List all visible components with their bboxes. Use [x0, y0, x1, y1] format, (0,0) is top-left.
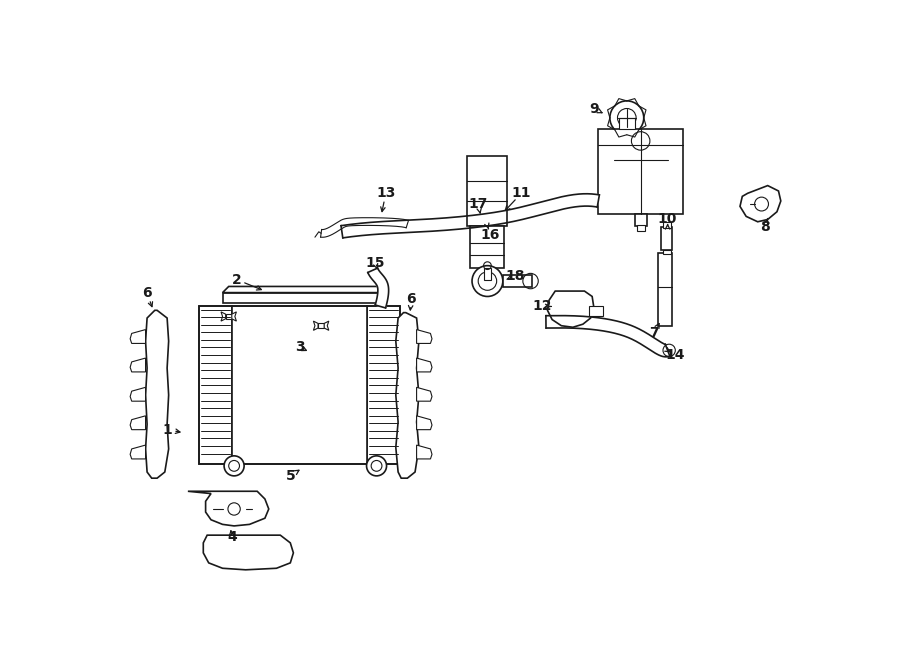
Text: 18: 18 [506, 268, 525, 283]
Polygon shape [417, 330, 432, 344]
Text: 3: 3 [294, 340, 304, 354]
Polygon shape [222, 293, 381, 303]
Text: 6: 6 [407, 292, 416, 306]
Text: 13: 13 [376, 186, 395, 200]
Bar [621, 135, 633, 146]
Bar [318, 323, 324, 328]
Circle shape [224, 456, 244, 476]
Polygon shape [368, 268, 389, 308]
Polygon shape [130, 358, 146, 372]
Bar [232, 307, 367, 464]
Bar [467, 156, 508, 225]
Text: 15: 15 [365, 256, 385, 270]
Text: 9: 9 [589, 102, 598, 116]
Text: 12: 12 [533, 299, 552, 313]
Bar [663, 251, 670, 254]
Text: 5: 5 [285, 469, 295, 483]
Circle shape [610, 101, 644, 135]
Circle shape [478, 272, 497, 290]
Text: 11: 11 [511, 186, 531, 200]
Text: 14: 14 [666, 348, 685, 362]
Polygon shape [130, 330, 146, 344]
Text: 17: 17 [469, 197, 488, 211]
Bar [484, 268, 491, 280]
Bar [590, 307, 603, 316]
Text: 4: 4 [227, 531, 237, 545]
Bar [200, 307, 232, 464]
Polygon shape [130, 416, 146, 430]
Text: 8: 8 [760, 220, 770, 234]
Polygon shape [341, 194, 599, 238]
Polygon shape [146, 310, 168, 478]
Polygon shape [221, 312, 226, 321]
Text: 2: 2 [231, 272, 241, 286]
Polygon shape [396, 313, 418, 478]
Circle shape [632, 132, 650, 150]
Polygon shape [740, 186, 781, 222]
Polygon shape [320, 217, 409, 237]
Circle shape [366, 456, 387, 476]
Text: 1: 1 [162, 422, 172, 437]
Polygon shape [130, 445, 146, 459]
Polygon shape [222, 286, 387, 293]
Bar [663, 222, 670, 228]
Bar [471, 225, 504, 268]
Text: 10: 10 [658, 212, 678, 227]
Polygon shape [381, 286, 387, 303]
Bar [634, 214, 647, 225]
Bar [619, 118, 634, 130]
Polygon shape [546, 315, 670, 357]
Bar [662, 227, 672, 251]
Polygon shape [598, 130, 683, 214]
Polygon shape [417, 445, 432, 459]
Polygon shape [313, 321, 318, 330]
Polygon shape [547, 291, 594, 327]
Text: 16: 16 [481, 228, 500, 242]
Bar [659, 253, 672, 326]
Polygon shape [232, 312, 237, 321]
Bar [503, 275, 532, 288]
Polygon shape [188, 491, 269, 526]
Polygon shape [324, 321, 328, 330]
Bar [200, 307, 400, 464]
Text: 6: 6 [142, 286, 152, 300]
Circle shape [229, 461, 239, 471]
Polygon shape [417, 387, 432, 401]
Polygon shape [417, 358, 432, 372]
Polygon shape [417, 416, 432, 430]
Circle shape [472, 266, 503, 297]
Text: 7: 7 [649, 327, 659, 340]
Bar [226, 314, 232, 319]
Bar [367, 307, 400, 464]
Polygon shape [130, 387, 146, 401]
Circle shape [371, 461, 382, 471]
Circle shape [617, 108, 636, 127]
Polygon shape [203, 535, 293, 570]
Bar [637, 225, 644, 231]
Circle shape [663, 344, 675, 356]
